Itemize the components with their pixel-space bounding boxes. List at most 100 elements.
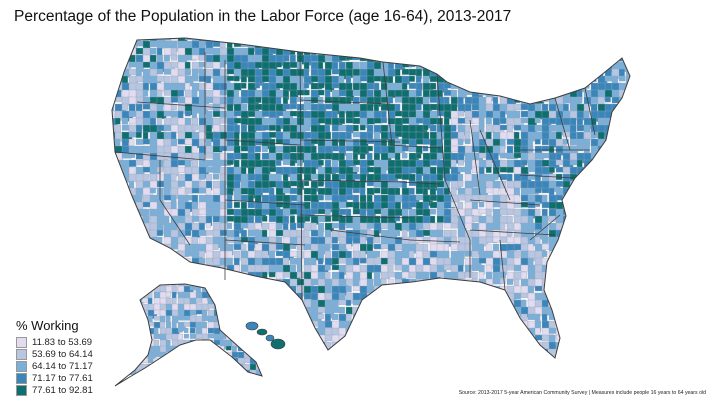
county-cell: [352, 257, 360, 266]
county-cell: [492, 201, 501, 208]
county-cell: [254, 54, 263, 64]
county-cell: [289, 180, 298, 187]
county-cell: [520, 222, 529, 231]
county-cell: [548, 264, 560, 274]
county-cell: [317, 180, 324, 187]
county-cell: [191, 54, 200, 61]
county-cell: [296, 250, 304, 259]
county-cell: [261, 222, 270, 230]
county-cell: [324, 264, 331, 271]
county-cell: [184, 208, 191, 217]
county-cell: [177, 284, 188, 286]
county-cell: [268, 257, 277, 266]
county-cell: [275, 222, 283, 230]
county-cell: [324, 278, 333, 287]
county-cell: [562, 138, 569, 145]
county-cell: [243, 345, 249, 351]
county-cell: [555, 334, 567, 341]
county-cell: [366, 292, 379, 302]
county-cell: [471, 250, 479, 258]
county-cell: [359, 68, 368, 77]
county-cell: [345, 61, 354, 70]
county-cell: [171, 345, 181, 352]
county-cell: [198, 229, 207, 236]
county-cell: [240, 257, 248, 265]
county-cell: [359, 250, 366, 259]
state-border: [479, 129, 511, 201]
county-cell: [345, 103, 353, 112]
county-cell: [207, 285, 217, 292]
county-cell: [548, 215, 556, 222]
county-cell: [213, 345, 220, 356]
county-cell: [163, 222, 172, 231]
county-cell: [457, 159, 464, 166]
county-cell: [401, 89, 411, 98]
county-cell: [254, 145, 262, 153]
county-cell: [450, 215, 458, 224]
county-cell: [506, 306, 513, 313]
county-cell: [112, 89, 116, 96]
county-cell: [415, 89, 422, 97]
county-cell: [128, 103, 136, 112]
county-cell: [429, 187, 437, 196]
county-cell: [324, 68, 332, 76]
county-cell: [212, 117, 221, 126]
county-cell: [142, 138, 150, 145]
county-cell: [275, 229, 284, 237]
county-cell: [485, 208, 492, 216]
county-cell: [177, 89, 185, 97]
county-cell: [520, 243, 530, 251]
county-cell: [611, 110, 622, 118]
county-cell: [205, 152, 214, 159]
county-cell: [359, 285, 368, 294]
state-border: [436, 73, 446, 181]
county-cell: [555, 243, 566, 252]
county-cell: [141, 345, 150, 354]
county-cell: [184, 117, 192, 126]
county-cell: [177, 96, 186, 104]
county-cell: [121, 138, 129, 147]
county-cell: [142, 89, 149, 97]
county-cell: [401, 152, 408, 159]
county-cell: [112, 96, 114, 103]
county-cell: [534, 187, 542, 194]
county-cell: [296, 306, 303, 313]
state-border: [299, 214, 411, 219]
county-cell: [443, 208, 452, 217]
county-cell: [198, 215, 206, 224]
county-cell: [366, 117, 376, 125]
county-cell: [170, 194, 177, 203]
county-cell: [261, 278, 268, 285]
county-cell: [226, 159, 234, 166]
county-cell: [112, 152, 115, 163]
county-cell: [366, 187, 375, 195]
county-cell: [331, 68, 340, 75]
county-cell: [310, 208, 319, 215]
state-border: [224, 139, 301, 146]
county-cell: [268, 250, 275, 260]
county-cell: [485, 131, 492, 141]
county-cell: [548, 292, 556, 304]
county-cell: [408, 201, 417, 208]
county-cell: [485, 117, 492, 125]
county-cell: [408, 54, 418, 61]
county-cell: [310, 334, 320, 345]
county-cell: [226, 271, 236, 280]
county-cell: [499, 278, 506, 285]
county-cell: [331, 138, 339, 147]
county-cell: [485, 187, 494, 194]
county-cell: [247, 131, 256, 141]
county-cell: [303, 103, 312, 111]
county-cell: [422, 124, 429, 131]
county-cell: [471, 215, 480, 222]
county-cell: [183, 309, 191, 317]
county-cell: [317, 313, 324, 320]
county-cell: [195, 297, 202, 304]
county-cell: [240, 243, 247, 252]
county-cell: [201, 284, 208, 288]
county-cell: [198, 257, 206, 264]
county-cells-conus: [112, 38, 630, 358]
county-cell: [555, 194, 563, 201]
county-cell: [429, 215, 436, 224]
county-cell: [359, 152, 366, 160]
